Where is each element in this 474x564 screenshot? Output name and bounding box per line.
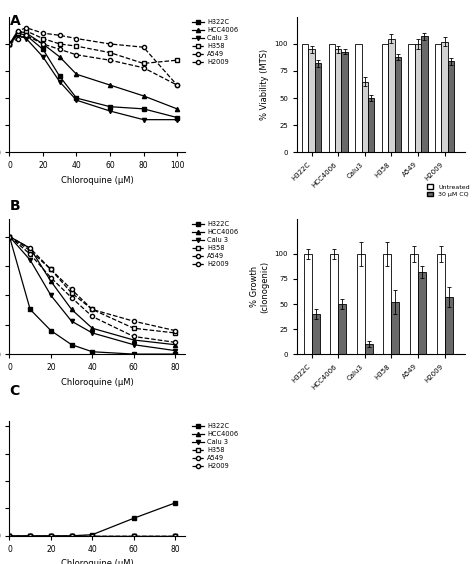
Bar <box>418 272 426 354</box>
X-axis label: Chloroquine (μM): Chloroquine (μM) <box>61 559 134 564</box>
Bar <box>357 254 365 354</box>
Bar <box>368 98 374 152</box>
Bar <box>421 37 428 152</box>
Bar <box>311 314 319 354</box>
Bar <box>437 254 445 354</box>
Bar <box>328 44 335 152</box>
Legend: H322C, HCC4006, Calu 3, H358, A549, H2009: H322C, HCC4006, Calu 3, H358, A549, H200… <box>192 423 238 469</box>
Bar <box>415 44 421 152</box>
X-axis label: Chloroquine (μM): Chloroquine (μM) <box>61 176 134 184</box>
Legend: H322C, HCC4006, Calu 3, H358, A549, H2009: H322C, HCC4006, Calu 3, H358, A549, H200… <box>192 221 238 267</box>
Bar <box>338 304 346 354</box>
Bar <box>392 302 400 354</box>
Bar <box>410 254 418 354</box>
Bar <box>448 61 454 152</box>
Bar <box>330 254 338 354</box>
Y-axis label: % Growth
(clonogenic): % Growth (clonogenic) <box>249 261 269 312</box>
Bar <box>341 51 348 152</box>
Bar <box>355 44 362 152</box>
Bar <box>335 50 341 152</box>
Bar <box>445 297 453 354</box>
X-axis label: Chloroquine (μM): Chloroquine (μM) <box>61 378 134 387</box>
Text: A: A <box>9 14 20 28</box>
Bar <box>362 82 368 152</box>
Bar <box>441 42 448 152</box>
Bar <box>388 38 394 152</box>
Bar <box>382 44 388 152</box>
Y-axis label: % Viability (MTS): % Viability (MTS) <box>260 49 269 120</box>
Bar <box>309 50 315 152</box>
Bar <box>409 44 415 152</box>
Bar <box>383 254 392 354</box>
Bar <box>315 63 321 152</box>
Bar <box>435 44 441 152</box>
Bar <box>304 254 311 354</box>
Bar <box>365 344 373 354</box>
Legend: Untreated, 30 μM CQ: Untreated, 30 μM CQ <box>427 184 470 197</box>
Bar <box>394 57 401 152</box>
Text: B: B <box>9 199 20 213</box>
Bar <box>302 44 309 152</box>
Legend: H322C, HCC4006, Calu 3, H358, A549, H2009: H322C, HCC4006, Calu 3, H358, A549, H200… <box>192 19 238 65</box>
Text: C: C <box>9 384 20 398</box>
